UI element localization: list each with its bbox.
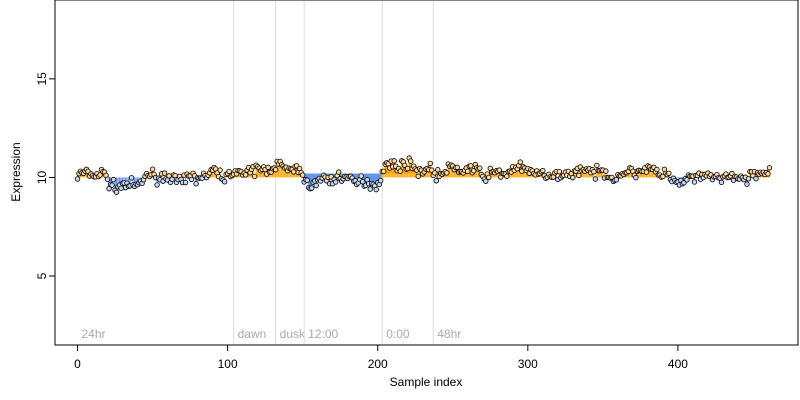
y-tick-label: 15 [35,72,49,86]
x-tick-label: 100 [218,357,238,371]
data-point [594,162,600,169]
data-point [744,181,750,187]
data-point [432,170,438,176]
data-point [483,178,489,184]
marker-label: dawn [238,327,267,341]
data-point [193,181,199,187]
data-point [367,186,373,192]
data-point [433,178,439,184]
x-tick-label: 200 [368,357,388,371]
data-point [182,179,189,186]
data-point [188,176,195,183]
data-point [444,170,450,176]
y-axis-title: Expression [9,142,23,201]
data-point [603,168,609,174]
data-point [517,159,524,165]
data-point [486,174,492,181]
data-point [666,170,672,176]
data-point [691,179,698,185]
marker-label: 48hr [437,327,461,341]
data-point [304,177,310,183]
data-point [272,167,279,173]
data-point [104,176,111,182]
data-point [556,169,563,175]
x-axis: 0 100 200 300 400 [74,344,688,371]
y-axis: 5 10 15 [35,72,55,279]
data-point [570,174,576,181]
data-point [161,170,168,176]
data-point [592,176,599,182]
data-points [74,155,773,195]
x-tick-label: 400 [668,357,688,371]
data-point [113,189,120,195]
data-point [373,186,379,193]
data-point [405,165,411,172]
data-point [118,185,124,191]
data-point [242,172,249,178]
data-point [97,172,103,178]
data-point [613,177,620,183]
data-point [540,167,546,174]
y-tick-label: 10 [35,170,49,184]
data-point [765,171,771,177]
data-point [128,175,135,181]
data-point [172,172,178,179]
data-point [745,176,752,182]
data-point [468,163,474,169]
data-point [684,177,690,183]
data-point [654,166,660,173]
x-tick-label: 0 [74,357,81,371]
data-point [378,177,384,184]
data-point [221,179,228,185]
marker-label: 12:00 [308,327,338,341]
data-point [496,167,502,173]
data-point [358,173,364,179]
x-tick-label: 300 [518,357,538,371]
data-point [109,182,115,188]
data-point [660,173,666,180]
data-point [766,165,773,171]
data-point [591,169,597,175]
data-point [265,164,271,171]
data-point [308,185,315,191]
data-point [149,166,156,172]
data-point [435,167,441,173]
data-point [576,172,582,179]
data-point [110,176,117,183]
marker-label: dusk [280,327,306,341]
data-point [381,168,387,175]
data-point [290,169,297,175]
data-point [251,173,258,180]
data-point [465,168,471,175]
data-point [643,169,650,175]
x-axis-title: Sample index [390,375,463,389]
data-point [154,182,160,188]
data-point [226,168,232,175]
data-point [217,167,223,173]
data-point [332,179,339,185]
data-point [415,173,421,179]
data-point [313,182,319,189]
data-point [335,169,342,175]
data-point [299,172,306,178]
data-point [397,168,403,174]
data-point [408,158,414,164]
data-point [427,160,433,167]
data-point [454,164,460,171]
marker-label: 0:00 [386,327,410,341]
marker-label: 24hr [82,327,106,341]
data-point [718,179,725,186]
data-point [74,176,81,182]
data-point [753,175,759,182]
data-point [477,165,483,171]
data-point [391,158,397,164]
data-point [504,173,510,179]
y-tick-label: 5 [35,272,49,279]
data-point [633,174,639,181]
